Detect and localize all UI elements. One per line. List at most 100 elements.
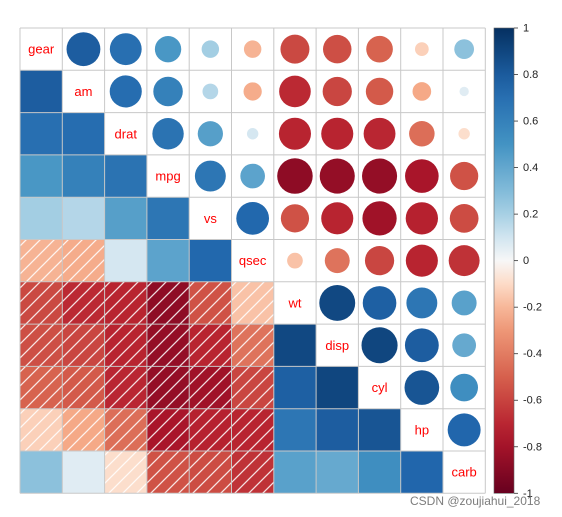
corr-circle bbox=[450, 161, 479, 191]
shade-cell bbox=[146, 197, 190, 240]
shade-cell bbox=[273, 451, 317, 494]
corr-circle bbox=[361, 327, 398, 364]
corr-circle bbox=[452, 333, 477, 358]
colorbar-tick-label: -0.8 bbox=[523, 441, 542, 453]
diagonal-label: vs bbox=[204, 211, 218, 226]
shade-cell bbox=[400, 451, 443, 494]
hatch-overlay bbox=[20, 366, 63, 409]
corr-circle bbox=[240, 163, 265, 189]
corr-circle bbox=[324, 248, 350, 274]
corr-circle bbox=[459, 86, 469, 97]
shade-cell bbox=[20, 70, 63, 113]
corr-circle bbox=[362, 201, 397, 236]
corr-circle bbox=[153, 76, 183, 107]
corr-circle bbox=[280, 34, 310, 64]
corr-circle bbox=[362, 158, 398, 194]
hatch-overlay bbox=[20, 408, 63, 451]
corr-circle bbox=[447, 413, 481, 447]
hatch-overlay bbox=[104, 281, 147, 325]
corr-circle bbox=[109, 75, 142, 108]
hatch-overlay bbox=[62, 239, 105, 282]
corr-circle bbox=[194, 160, 226, 192]
corr-circle bbox=[323, 34, 352, 64]
shade-cell bbox=[20, 197, 63, 240]
hatch-overlay bbox=[62, 408, 105, 451]
shade-cell bbox=[104, 197, 147, 240]
shade-cell bbox=[62, 451, 105, 494]
shade-cell bbox=[62, 112, 105, 155]
hatch-overlay bbox=[20, 239, 63, 282]
corr-circle bbox=[448, 245, 480, 277]
colorbar-tick-label: 0.4 bbox=[523, 162, 538, 174]
shade-cell bbox=[146, 239, 190, 282]
corr-circle bbox=[362, 286, 397, 320]
diagonal-label: hp bbox=[415, 422, 429, 437]
corr-circle bbox=[405, 159, 439, 193]
hatch-overlay bbox=[62, 366, 105, 409]
corr-circle bbox=[278, 117, 311, 150]
corr-circle bbox=[202, 83, 219, 100]
corr-circle bbox=[321, 117, 354, 150]
corr-circle bbox=[319, 158, 355, 194]
shade-cell bbox=[273, 408, 317, 451]
colorbar-tick-label: -0.2 bbox=[523, 302, 542, 314]
corr-circle bbox=[412, 82, 432, 101]
corr-circle bbox=[322, 76, 352, 107]
shade-cell bbox=[20, 112, 63, 155]
corr-circle bbox=[363, 117, 396, 150]
colorbar-tick-label: 0 bbox=[523, 255, 529, 267]
hatch-overlay bbox=[231, 324, 274, 367]
shade-cell bbox=[358, 451, 401, 494]
hatch-overlay bbox=[146, 324, 190, 367]
hatch-overlay bbox=[231, 366, 274, 409]
corr-circle bbox=[454, 39, 475, 60]
colorbar bbox=[493, 27, 515, 494]
shade-cell bbox=[20, 154, 63, 198]
corr-circle bbox=[201, 40, 220, 58]
diagonal-label: cyl bbox=[372, 380, 388, 395]
corr-circle bbox=[66, 32, 101, 67]
corr-circle bbox=[406, 287, 438, 319]
colorbar-tick-label: 0.2 bbox=[523, 209, 538, 221]
shade-cell bbox=[273, 324, 317, 367]
corr-circle bbox=[409, 120, 435, 147]
corr-circle bbox=[279, 75, 311, 108]
corr-circle bbox=[365, 77, 394, 106]
shade-cell bbox=[62, 197, 105, 240]
hatch-overlay bbox=[146, 408, 190, 451]
hatch-overlay bbox=[146, 451, 190, 494]
shade-cell bbox=[62, 154, 105, 198]
shade-cell bbox=[358, 408, 401, 451]
corr-circle bbox=[366, 35, 393, 63]
shade-cell bbox=[20, 451, 63, 494]
diagonal-label: gear bbox=[28, 42, 55, 57]
corr-circle bbox=[243, 82, 262, 101]
corr-circle bbox=[154, 35, 182, 63]
hatch-overlay bbox=[189, 451, 232, 494]
colorbar-tick-label: -0.4 bbox=[523, 348, 542, 360]
diagonal-label: drat bbox=[115, 126, 138, 141]
corr-circle bbox=[321, 202, 354, 235]
shade-cell bbox=[316, 451, 359, 494]
hatch-overlay bbox=[146, 281, 190, 325]
corr-circle bbox=[450, 373, 479, 402]
hatch-overlay bbox=[104, 366, 147, 409]
shade-cell bbox=[273, 366, 317, 409]
diagonal-label: am bbox=[74, 84, 92, 99]
corr-circle bbox=[287, 252, 303, 269]
hatch-overlay bbox=[20, 324, 63, 367]
diagonal-label: mpg bbox=[155, 169, 180, 184]
colorbar-tick-label: 1 bbox=[523, 23, 529, 35]
corr-circle bbox=[404, 328, 439, 363]
watermark: CSDN @zoujiahui_2018 bbox=[410, 494, 541, 508]
diagonal-label: qsec bbox=[239, 253, 267, 268]
corr-circle bbox=[246, 128, 259, 140]
hatch-overlay bbox=[231, 451, 274, 494]
hatch-overlay bbox=[104, 451, 147, 494]
corr-circle bbox=[280, 204, 310, 233]
corr-circle bbox=[458, 128, 470, 140]
hatch-overlay bbox=[189, 366, 232, 409]
corr-circle bbox=[405, 202, 439, 235]
hatch-overlay bbox=[62, 324, 105, 367]
corr-circle bbox=[319, 284, 356, 321]
